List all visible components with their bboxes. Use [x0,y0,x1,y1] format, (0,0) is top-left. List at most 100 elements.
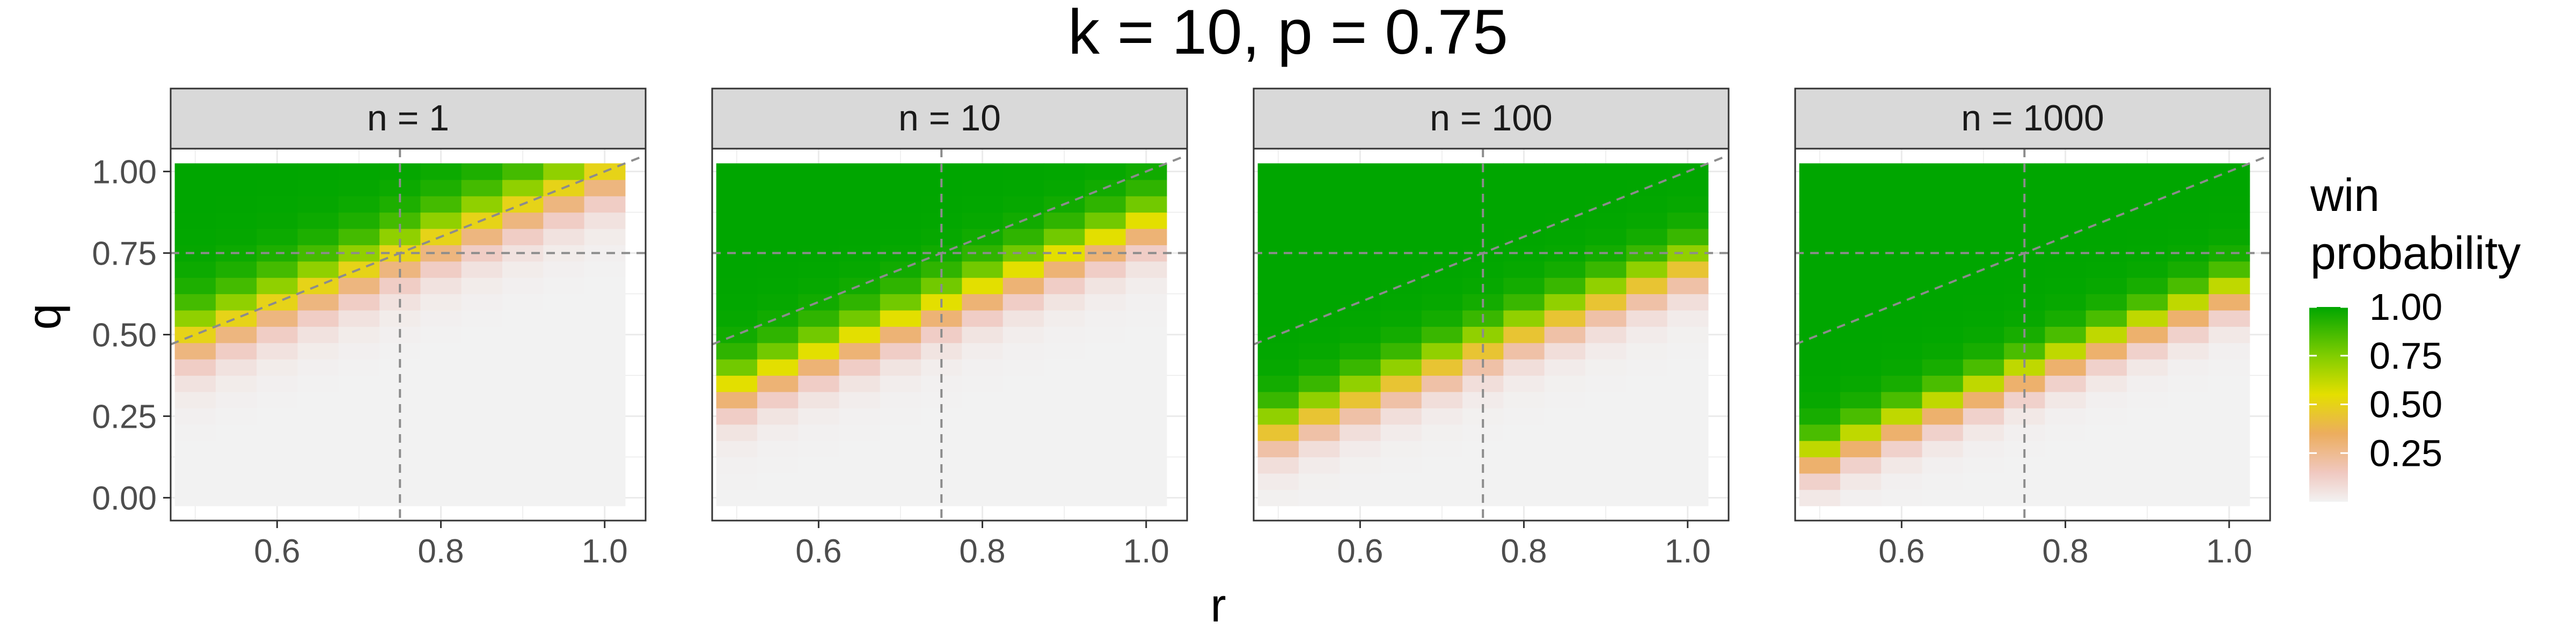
heatmap-tile [2085,441,2127,458]
heatmap-tile [1799,163,1841,180]
x-tick-label: 0.6 [795,533,841,570]
heatmap-tile [1125,310,1167,327]
heatmap-tile [461,342,503,360]
heatmap-tile [338,179,380,196]
heatmap-tile [584,489,626,507]
heatmap-tile [1544,359,1586,376]
heatmap-tile [584,326,626,343]
heatmap-tile [1503,310,1545,327]
heatmap-tile [1881,359,1923,376]
heatmap-tile [584,408,626,425]
heatmap-tile [1125,489,1167,507]
heatmap-tile [1881,212,1923,229]
heatmap-tile [2085,424,2127,441]
heatmap-tile [757,277,799,295]
heatmap-tile [1667,359,1709,376]
heatmap-tile [543,228,585,245]
heatmap-tile [1626,163,1668,180]
heatmap-tile [716,163,758,180]
heatmap-tile [215,326,257,343]
heatmap-tile [215,196,257,213]
heatmap-tile [1340,277,1381,295]
heatmap-tile [543,163,585,180]
heatmap-tile [2126,391,2168,408]
heatmap-tile [1085,457,1126,474]
heatmap-tile [543,391,585,408]
heatmap-tile [1125,408,1167,425]
facet-strip [1253,87,1730,150]
heatmap-tile [798,408,840,425]
heatmap-tile [338,310,380,327]
heatmap-tile [1585,326,1627,343]
heatmap-tile [2045,326,2087,343]
heatmap-tile [1881,310,1923,327]
heatmap-tile [1840,179,1882,196]
heatmap-tile [1799,310,1841,327]
heatmap-tile [215,408,257,425]
heatmap-tile [716,326,758,343]
heatmap-tile [420,196,462,213]
heatmap-tile [716,375,758,392]
heatmap-tile [584,359,626,376]
heatmap-tile [1963,391,2004,408]
heatmap-tile [2168,408,2209,425]
heatmap-tile [1799,489,1841,507]
heatmap-tile [839,261,881,278]
heatmap-tile [1298,457,1340,474]
heatmap-tile [962,489,1004,507]
heatmap-tile [420,342,462,360]
heatmap-tile [1840,196,1882,213]
heatmap-tile [1043,408,1085,425]
heatmap-tile [1257,359,1299,376]
y-tick-label: 0.00 [92,480,157,517]
heatmap-tile [2045,457,2087,474]
heatmap-tile [798,261,840,278]
heatmap-tile [1503,457,1545,474]
heatmap-tile [2085,261,2127,278]
heatmap-tile [962,359,1004,376]
heatmap-tile [757,342,799,360]
heatmap-tile [1340,457,1381,474]
heatmap-tile [1421,473,1463,490]
heatmap-tile [798,391,840,408]
x-tick-label: 0.8 [418,533,464,570]
heatmap-tile [502,228,544,245]
heatmap-tile [215,277,257,295]
heatmap-tile [2045,196,2087,213]
heatmap-tile [880,359,921,376]
heatmap-tile [1963,457,2004,474]
heatmap-tile [1125,342,1167,360]
heatmap-tile [584,457,626,474]
heatmap-tile [543,441,585,458]
heatmap-tile [880,424,921,441]
heatmap-tile [1626,196,1668,213]
heatmap-tile [757,424,799,441]
heatmap-tile [1340,294,1381,311]
heatmap-tile [584,228,626,245]
heatmap-tile [1626,457,1668,474]
legend-tick-label: 0.25 [2369,432,2442,474]
heatmap-tile [1963,441,2004,458]
heatmap-tile [1963,228,2004,245]
heatmap-tile [2085,179,2127,196]
heatmap-tile [716,310,758,327]
heatmap-tile [2126,489,2168,507]
heatmap-tile [1421,277,1463,295]
heatmap-tile [543,310,585,327]
heatmap-tile [962,342,1004,360]
heatmap-tile [2045,473,2087,490]
heatmap-tile [962,326,1004,343]
heatmap-tile [1380,228,1422,245]
heatmap-tile [420,424,462,441]
heatmap-tile [543,457,585,474]
heatmap-tile [1002,245,1044,262]
heatmap-tile [1380,261,1422,278]
heatmap-tile [1340,310,1381,327]
chart-title: k = 10, p = 0.75 [1068,0,1508,68]
heatmap-tile [962,457,1004,474]
heatmap-tile [1340,163,1381,180]
heatmap-tile [1963,408,2004,425]
heatmap-tile [297,196,339,213]
heatmap-tile [1840,391,1882,408]
heatmap-tile [839,163,881,180]
